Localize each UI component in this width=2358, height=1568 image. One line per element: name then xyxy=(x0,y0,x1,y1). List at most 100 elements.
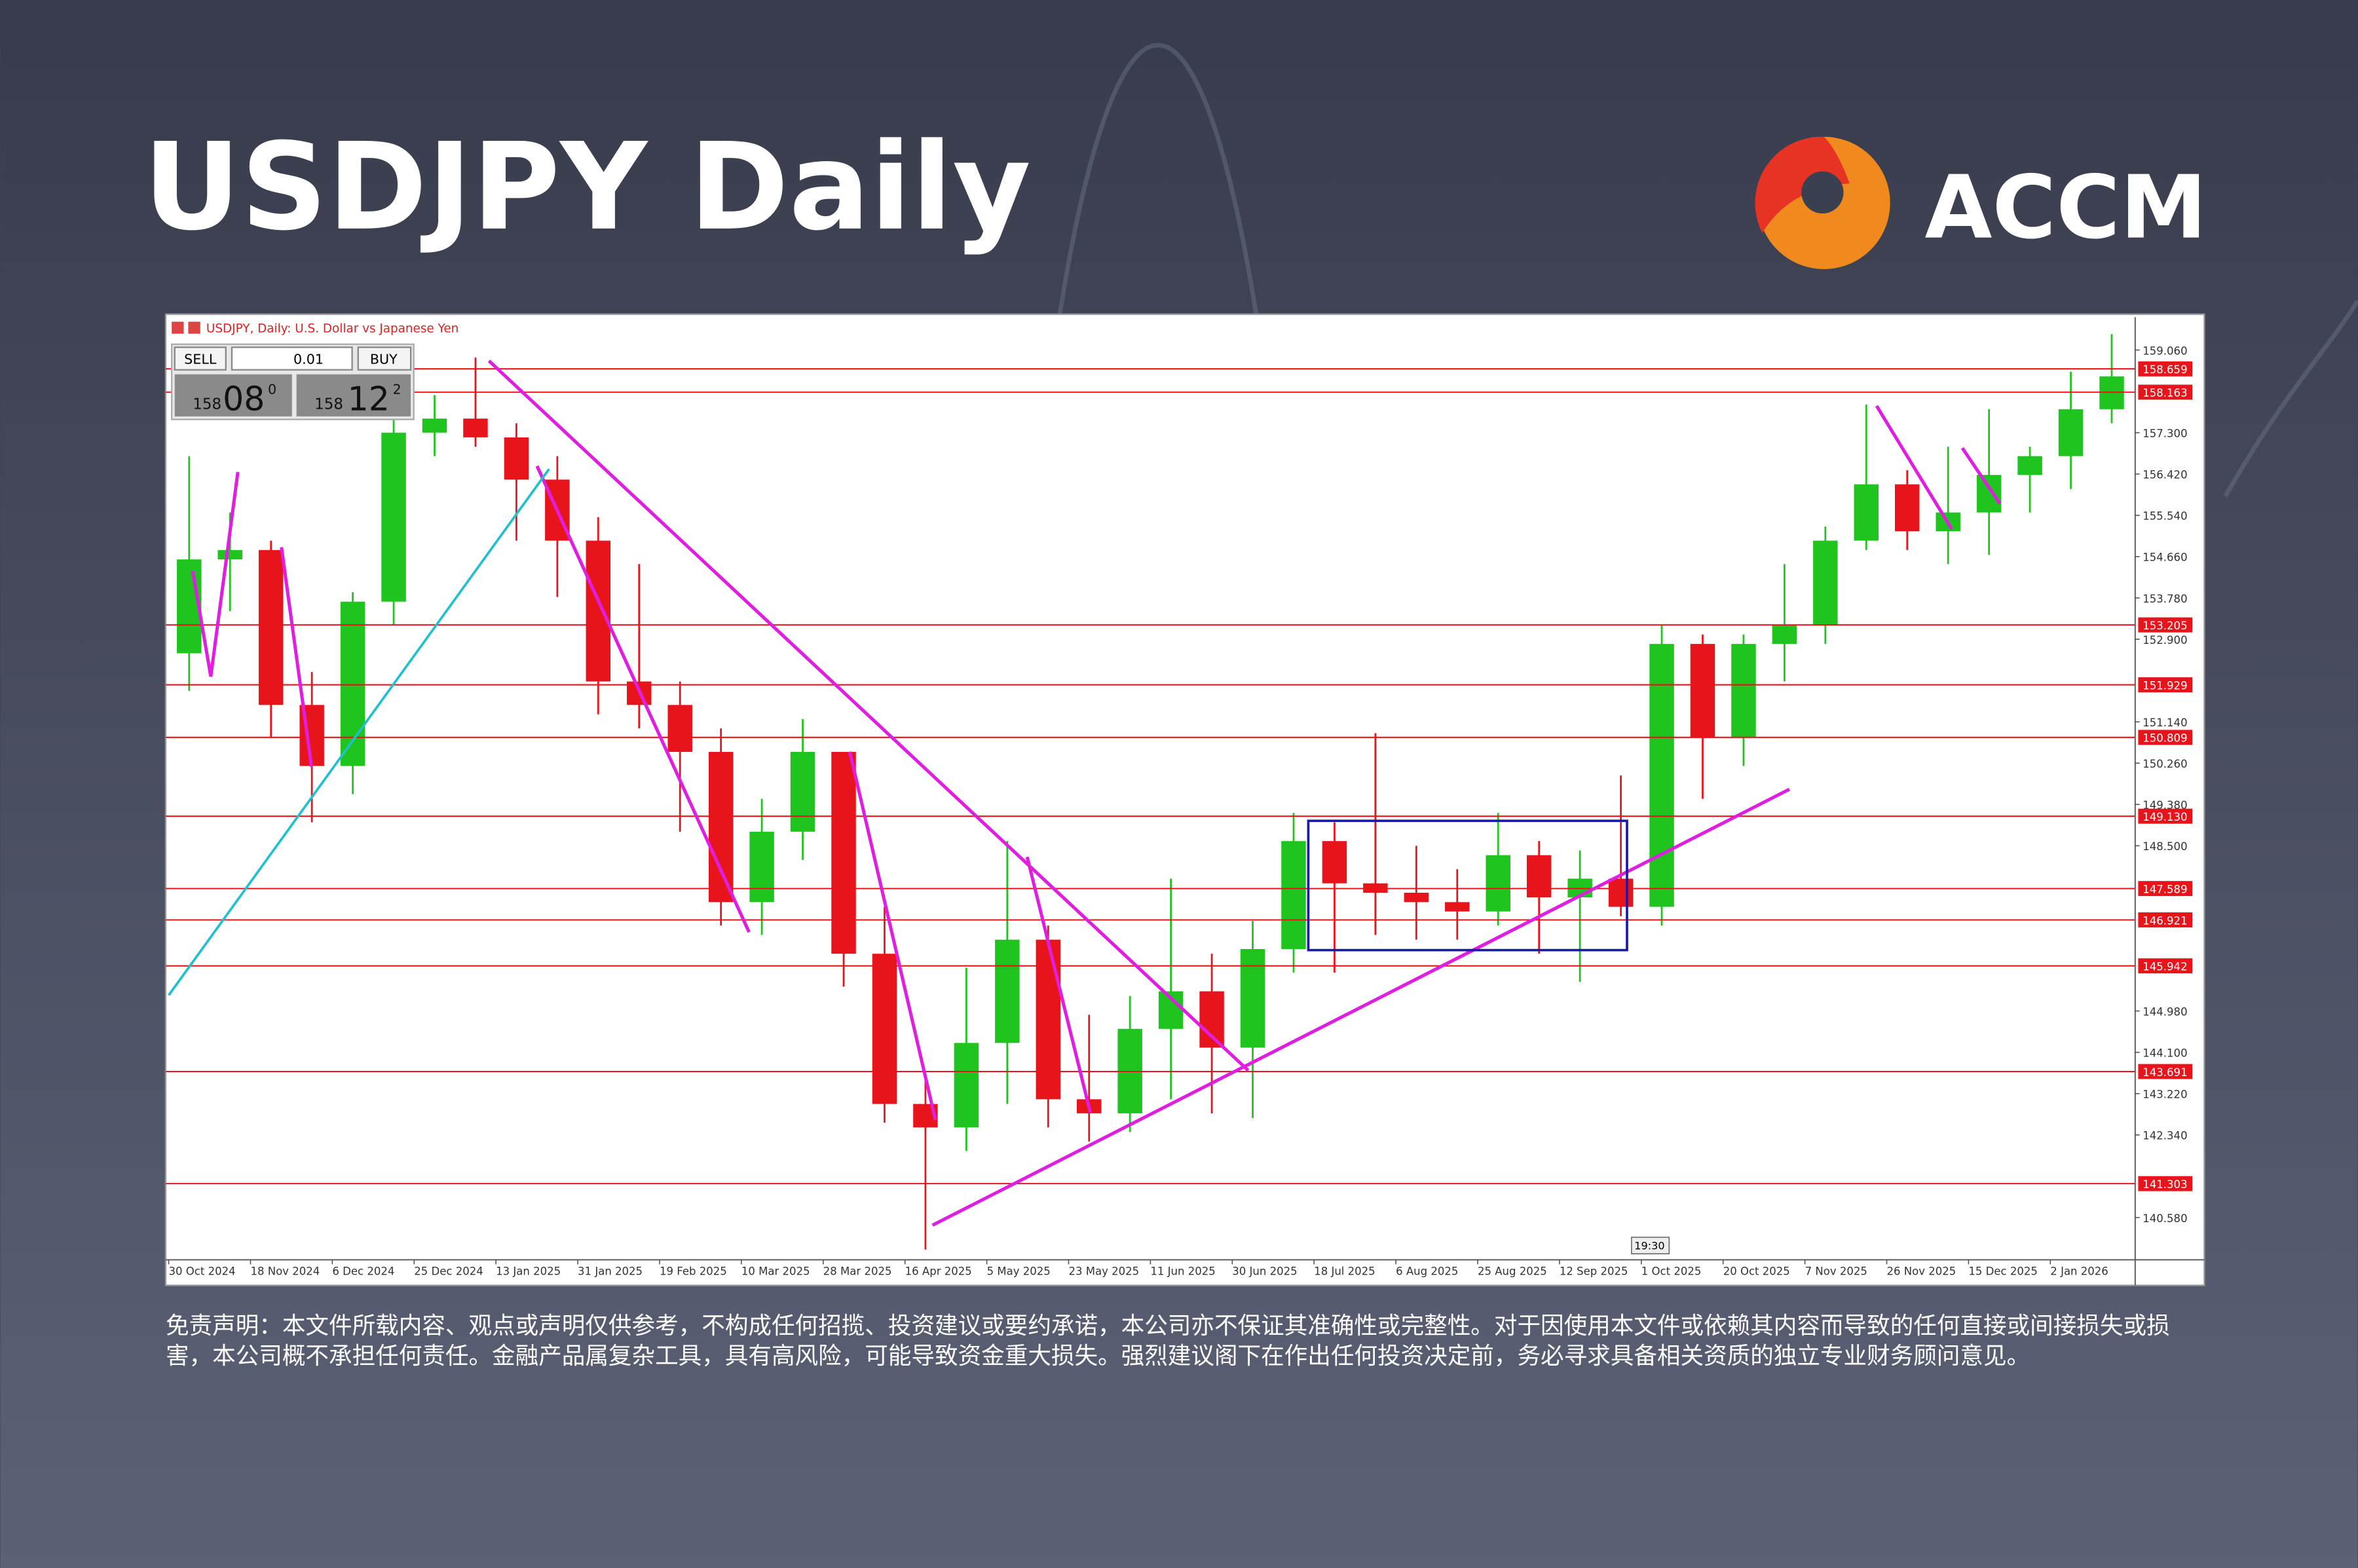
x-tick-label: 25 Dec 2024 xyxy=(414,1265,483,1277)
buy-button[interactable] xyxy=(357,346,412,371)
x-tick-label: 15 Dec 2025 xyxy=(1968,1265,2038,1277)
x-tick-label: 18 Nov 2024 xyxy=(250,1265,320,1277)
x-tick-label: 2 Jan 2026 xyxy=(2050,1265,2108,1277)
y-tick-label: 143.220 xyxy=(2143,1089,2187,1101)
level-tag xyxy=(2138,1176,2193,1191)
x-tick-label: 10 Mar 2025 xyxy=(741,1265,810,1277)
level-tag xyxy=(2138,384,2193,400)
level-tag xyxy=(2138,617,2193,633)
y-tick-label: 156.420 xyxy=(2143,469,2187,481)
sell-big: 158 xyxy=(193,396,221,413)
x-tick-label: 7 Nov 2025 xyxy=(1805,1265,1867,1277)
x-tick-label: 28 Mar 2025 xyxy=(823,1265,892,1277)
y-tick-label: 149.380 xyxy=(2143,799,2187,812)
x-tick-label: 19 Feb 2025 xyxy=(660,1265,727,1277)
y-tick-label: 152.900 xyxy=(2143,634,2187,646)
x-tick-label: 18 Jul 2025 xyxy=(1314,1265,1375,1277)
candle-body xyxy=(1731,644,1756,738)
candle-body xyxy=(954,1043,979,1128)
candle-body xyxy=(504,437,529,480)
x-tick-label: 20 Oct 2025 xyxy=(1723,1265,1790,1277)
candle-body xyxy=(2058,409,2084,457)
time-label: 19:30 xyxy=(1634,1239,1664,1252)
x-tick-label: 1 Oct 2025 xyxy=(1641,1265,1702,1277)
y-tick-label: 154.660 xyxy=(2143,551,2187,564)
candle-body xyxy=(1445,902,1470,912)
time-marker: 19:30 xyxy=(1631,1237,1670,1254)
candle-body xyxy=(586,540,611,682)
icon xyxy=(172,322,184,334)
icon xyxy=(188,322,200,334)
candle-body xyxy=(1772,625,1797,644)
y-tick-label: 151.140 xyxy=(2143,717,2187,729)
y-tick-label: 142.340 xyxy=(2143,1130,2187,1142)
level-label: 153.205 xyxy=(2143,620,2187,632)
x-tick-label: 30 Oct 2024 xyxy=(169,1265,236,1277)
y-tick-label: 157.300 xyxy=(2143,428,2187,440)
candle-body xyxy=(708,751,734,903)
candle-body xyxy=(1813,540,1838,625)
sell-quote[interactable] xyxy=(174,374,292,417)
candle-body xyxy=(790,751,815,832)
y-tick-label: 144.980 xyxy=(2143,1005,2187,1018)
level-label: 149.130 xyxy=(2143,811,2187,823)
level-tag xyxy=(2138,730,2193,745)
candle-body xyxy=(1895,484,1920,532)
buy-frac: 2 xyxy=(393,381,402,397)
buy-pips: 12 xyxy=(348,380,390,419)
lot-input[interactable] xyxy=(231,346,353,371)
candle-body xyxy=(2017,456,2042,476)
level-label: 146.921 xyxy=(2143,914,2187,927)
buy-label: BUY xyxy=(370,351,398,367)
lot-value: 0.01 xyxy=(293,351,324,367)
y-tick-label: 159.060 xyxy=(2143,345,2187,357)
x-tick-label: 30 Jun 2025 xyxy=(1232,1265,1297,1277)
candle-body xyxy=(667,705,692,752)
logo: ACCM xyxy=(1755,136,2207,269)
y-tick-label: 140.580 xyxy=(2143,1212,2187,1225)
brand: ACCM xyxy=(1924,157,2207,259)
candle-body xyxy=(1036,939,1060,1100)
level-label: 143.691 xyxy=(2143,1066,2187,1079)
trade-panel: SELL 0.01 BUY 158 08 0 158 12 2 xyxy=(171,343,415,420)
candle-body xyxy=(463,419,488,438)
buy-big: 158 xyxy=(314,396,343,413)
level-label: 158.659 xyxy=(2143,364,2187,376)
buy-quote[interactable] xyxy=(296,374,411,417)
candle-body xyxy=(1322,841,1347,884)
x-tick-label: 23 May 2025 xyxy=(1068,1265,1139,1277)
level-tag xyxy=(2138,881,2193,897)
candle-body xyxy=(258,550,284,705)
sell-pips: 08 xyxy=(223,380,265,419)
chart-panel xyxy=(164,313,2205,1286)
candle-body xyxy=(831,751,856,954)
level-tag xyxy=(2138,808,2193,824)
level-label: 150.809 xyxy=(2143,732,2187,745)
level-label: 147.589 xyxy=(2143,884,2187,896)
sell-button[interactable] xyxy=(174,346,227,371)
candle-body xyxy=(381,432,406,602)
y-tick-label: 153.780 xyxy=(2143,593,2187,605)
chart-header: USDJPY, Daily: U.S. Dollar vs Japanese Y… xyxy=(172,322,458,335)
y-tick-label: 155.540 xyxy=(2143,510,2187,523)
candle-body xyxy=(1404,892,1429,903)
x-tick-label: 13 Jan 2025 xyxy=(496,1265,561,1277)
candle-body xyxy=(1281,841,1306,950)
x-tick-label: 31 Jan 2025 xyxy=(578,1265,643,1277)
y-tick-label: 144.100 xyxy=(2143,1047,2187,1060)
x-tick-label: 12 Sep 2025 xyxy=(1560,1265,1628,1277)
candle-body xyxy=(1199,991,1224,1048)
level-label: 141.303 xyxy=(2143,1178,2187,1191)
disclaimer: 免责声明：本文件所载内容、观点或声明仅供参考，不构成任何招揽、投资建议或要约承诺… xyxy=(165,1312,2170,1370)
page-title: USDJPY Daily xyxy=(143,118,1031,257)
candle-body xyxy=(749,831,774,903)
x-tick-label: 25 Aug 2025 xyxy=(1478,1265,1547,1277)
x-tick-label: 6 Aug 2025 xyxy=(1396,1265,1458,1277)
chart-title: USDJPY, Daily: U.S. Dollar vs Japanese Y… xyxy=(206,322,458,335)
sell-label: SELL xyxy=(184,351,217,367)
y-tick-label: 148.500 xyxy=(2143,840,2187,853)
x-tick-label: 11 Jun 2025 xyxy=(1150,1265,1215,1277)
level-label: 145.942 xyxy=(2143,961,2187,973)
disclaimer-box: 免责声明：本文件所载内容、观点或声明仅供参考，不构成任何招揽、投资建议或要约承诺… xyxy=(165,1312,2170,1370)
